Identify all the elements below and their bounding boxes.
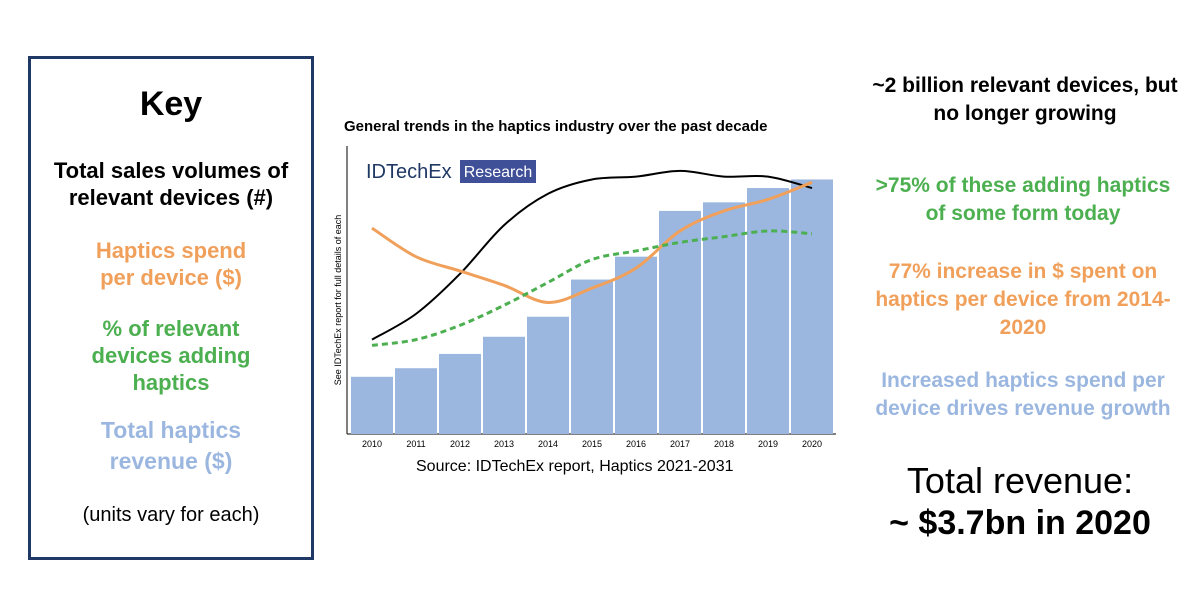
total-revenue-value: ~ $3.7bn in 2020 (889, 504, 1151, 542)
key-item-volumes: Total sales volumes of relevant devices … (53, 158, 289, 210)
bar-2020 (791, 179, 833, 434)
key-item-percent: % of relevant devices adding haptics (91, 316, 251, 395)
bar-2014 (527, 316, 569, 434)
logo-brand: IDTechEx (366, 161, 452, 183)
annotation-adding: >75% of these adding haptics of some for… (875, 174, 1171, 225)
chart-title: General trends in the haptics industry o… (344, 118, 768, 135)
x-tick-label: 2018 (714, 439, 734, 449)
key-item-revenue: Total haptics revenue ($) (100, 417, 242, 474)
key-panel: Key Total sales volumes of relevant devi… (28, 56, 314, 560)
annotation-devices: ~2 billion relevant devices, but no long… (872, 74, 1178, 125)
bar-2017 (659, 210, 701, 434)
bar-2018 (703, 202, 745, 434)
x-tick-label: 2016 (626, 439, 646, 449)
key-note: (units vary for each) (82, 504, 260, 526)
bar-2019 (747, 188, 789, 434)
logo-tag-bg (460, 160, 536, 183)
key-title: Key (139, 85, 203, 123)
total-revenue: Total revenue: ~ $3.7bn in 2020 (850, 460, 1190, 544)
series-line-percent (371, 229, 813, 347)
annotation-increase: 77% increase in $ spent on haptics per d… (875, 260, 1171, 339)
bar-2016 (615, 256, 657, 434)
x-tick-label: 2010 (362, 439, 382, 449)
y-axis-label: See IDTechEx report for full details of … (333, 215, 343, 386)
x-tick-label: 2013 (494, 439, 514, 449)
series-line-spend (371, 180, 813, 304)
idtechex-logo: IDTechEx Research (366, 160, 536, 183)
bar-2013 (483, 336, 525, 434)
bar-2015 (571, 279, 613, 434)
x-tick-label: 2012 (450, 439, 470, 449)
annotation-drives: Increased haptics spend per device drive… (875, 369, 1171, 420)
chart: See IDTechEx report for full details of … (326, 140, 846, 461)
x-tick-label: 2019 (758, 439, 778, 449)
chart-source: Source: IDTechEx report, Haptics 2021-20… (416, 458, 734, 475)
chart-svg: See IDTechEx report for full details of … (333, 146, 836, 449)
x-tick-label: 2020 (802, 439, 822, 449)
total-revenue-label: Total revenue: (906, 460, 1134, 501)
logo-tag: Research (464, 164, 532, 181)
x-tick-label: 2011 (406, 439, 425, 449)
bar-2010 (351, 376, 393, 434)
key-item-spend: Haptics spend per device ($) (95, 238, 247, 290)
x-tick-label: 2014 (538, 439, 558, 449)
bar-2012 (439, 353, 481, 434)
series-line-volumes (371, 169, 813, 341)
x-tick-label: 2017 (670, 439, 690, 449)
x-tick-label: 2015 (582, 439, 602, 449)
bar-2011 (395, 368, 437, 434)
